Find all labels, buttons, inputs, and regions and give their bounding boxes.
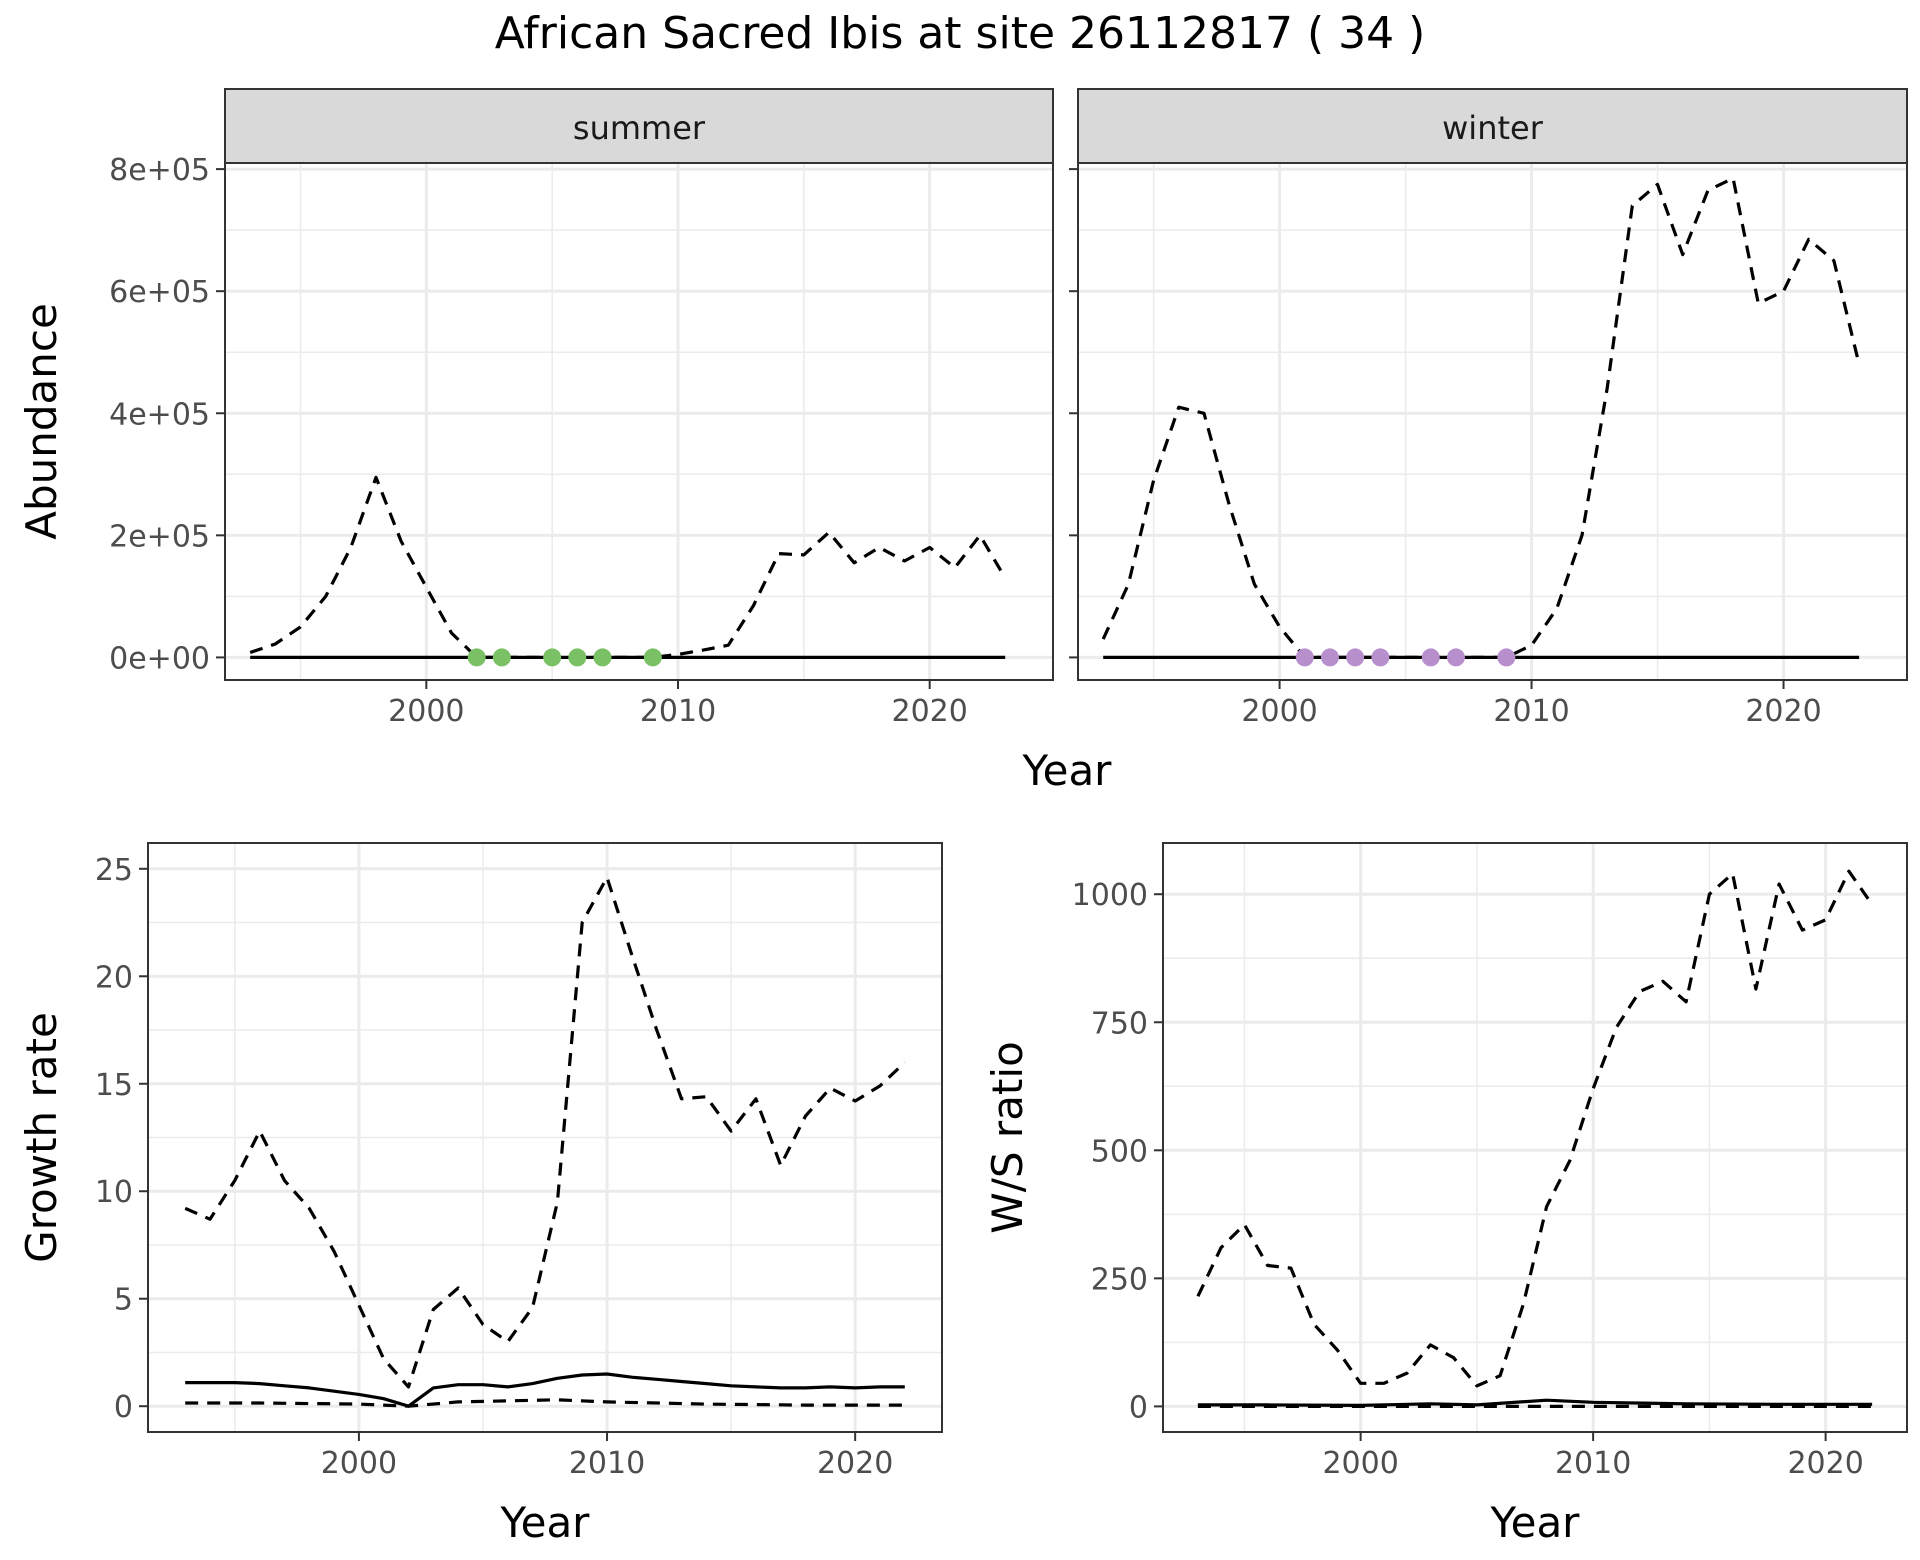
y-tick-label: 20: [95, 960, 133, 995]
panel-summer-abundance: summer 2000 2010 2020 0e+00 2e+05 4e+05 6e+05 8e…: [17, 88, 1054, 729]
plot-background: [1078, 163, 1907, 680]
y-tick-label: 0: [114, 1390, 133, 1425]
y-axis-title: Growth rate: [17, 1012, 66, 1263]
data-point: [1421, 648, 1440, 667]
y-tick-label: 15: [95, 1068, 133, 1103]
data-point: [568, 648, 587, 667]
y-tick-label: 0e+00: [109, 641, 210, 676]
figure-title: African Sacred Ibis at site 26112817 ( 3…: [495, 8, 1426, 59]
data-point: [1497, 648, 1516, 667]
x-tick-label: 2010: [1555, 1446, 1631, 1481]
data-point: [1446, 648, 1465, 667]
data-point: [492, 648, 511, 667]
data-point: [1371, 648, 1390, 667]
series-group: [1196, 869, 1874, 1408]
y-tick-label: 5: [114, 1283, 133, 1318]
facet-strip: [1077, 88, 1908, 164]
y-tick-label: 6e+05: [109, 275, 210, 310]
y-tick-label: 1000: [1072, 878, 1148, 913]
data-point: [593, 648, 612, 667]
y-tick-label: 0: [1129, 1390, 1148, 1425]
x-tick-label: 2010: [1493, 694, 1569, 729]
y-tick-label: 25: [95, 853, 133, 888]
panel-growth-rate: 2000 2010 2020 0 5 10 15 20 25 Year Growth rate: [17, 842, 943, 1547]
series-group: [184, 875, 906, 1408]
x-tick-label: 2010: [569, 1446, 645, 1481]
x-tick-label: 2020: [817, 1446, 893, 1481]
data-point: [543, 648, 562, 667]
data-point: [643, 648, 662, 667]
series-line-dashed-0: [1196, 869, 1874, 1388]
data-point: [1320, 648, 1339, 667]
x-tick-label: 2020: [892, 694, 968, 729]
x-tick-label: 2010: [640, 694, 716, 729]
x-tick-label: 2000: [388, 694, 464, 729]
y-tick-label: 2e+05: [109, 519, 210, 554]
x-tick-label: 2000: [1241, 694, 1317, 729]
y-tick-label: 750: [1091, 1006, 1148, 1041]
panel-border: [1162, 842, 1908, 1433]
series-line-dashed-0: [184, 875, 906, 1389]
data-point: [1346, 648, 1365, 667]
data-point: [1295, 648, 1314, 667]
facet-strip: [224, 88, 1054, 164]
y-tick-label: 8e+05: [109, 153, 210, 188]
facet-strip-label-summer: summer: [573, 109, 706, 147]
x-tick-label: 2000: [321, 1446, 397, 1481]
panel-border: [147, 842, 943, 1433]
series-group: [1101, 176, 1861, 667]
y-tick-label: 250: [1091, 1262, 1148, 1297]
plot-background: [225, 163, 1053, 680]
y-axis-title: Abundance: [17, 303, 66, 540]
series-group: [249, 475, 1007, 667]
plot-background: [1163, 843, 1907, 1432]
data-point: [467, 648, 486, 667]
facet-strip-label-winter: winter: [1442, 109, 1544, 147]
x-tick-label: 2000: [1322, 1446, 1398, 1481]
x-axis-title: Year: [500, 1498, 591, 1547]
y-tick-label: 4e+05: [109, 397, 210, 432]
top-x-axis-title: Year: [1022, 746, 1113, 795]
x-tick-label: 2020: [1787, 1446, 1863, 1481]
y-axis-title: W/S ratio: [983, 1041, 1032, 1234]
panel-ws-ratio: 2000 2010 2020 0 250 500 750 1000 Year W/S ratio: [983, 842, 1908, 1547]
x-axis-title: Year: [1490, 1498, 1581, 1547]
series-line-solid-1: [185, 1372, 905, 1408]
panel-winter-abundance: winter 2000 2010 2020: [1069, 88, 1908, 729]
y-tick-label: 10: [95, 1175, 133, 1210]
series-line-dashed-0: [249, 475, 1007, 659]
x-tick-label: 2020: [1745, 694, 1821, 729]
y-tick-label: 500: [1091, 1134, 1148, 1169]
